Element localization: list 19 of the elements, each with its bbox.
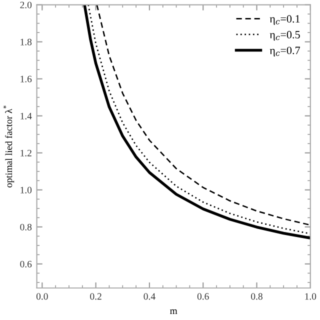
x-tick-label: 1.0: [305, 293, 316, 300]
x-axis-title: m: [170, 309, 178, 314]
y-tick-label: 0.8: [20, 224, 32, 230]
y-tick-label: 0.6: [20, 260, 32, 268]
y-tick-label: 1.0: [20, 186, 32, 194]
legend-label: η$_{c}$=0.5: [270, 30, 300, 41]
y-tick-label: 1.8: [20, 38, 32, 46]
y-axis-title: optimal lied factor λ$^{*}$: [3, 106, 14, 188]
legend-label: η$_{c}$=0.7: [270, 46, 300, 56]
y-tick-label: 1.6: [20, 76, 32, 82]
y-tick-label: 1.4: [20, 112, 32, 120]
y-tick-label: 1.2: [20, 150, 32, 156]
x-tick-label: 0.0: [36, 293, 48, 300]
x-tick-label: 0.6: [197, 293, 209, 300]
x-tick-label: 0.4: [144, 293, 156, 300]
legend-label: η$_{c}$=0.1: [270, 15, 300, 25]
y-tick-label: 2.0: [20, 2, 32, 8]
x-tick-label: 0.8: [251, 293, 262, 300]
x-tick-label: 0.2: [90, 293, 102, 300]
